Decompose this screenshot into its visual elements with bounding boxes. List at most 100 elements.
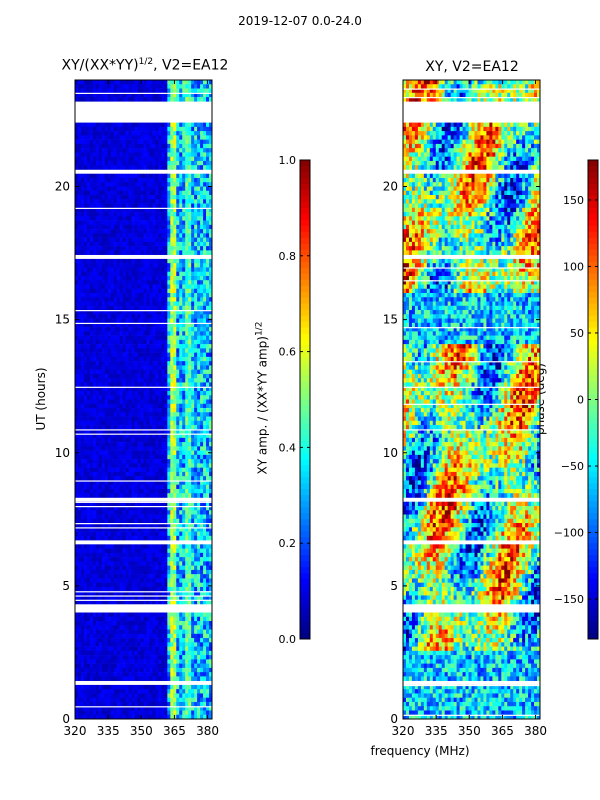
heatmap-cell (77, 514, 82, 520)
heatmap-cell (98, 484, 103, 490)
heatmap-cell (203, 403, 207, 409)
heatmap-cell (116, 284, 121, 290)
heatmap-cell (176, 382, 180, 388)
heatmap-cell (104, 352, 109, 358)
heatmap-cell (83, 408, 88, 413)
heatmap-cell (143, 263, 147, 268)
heatmap-cell (182, 544, 186, 549)
heatmap-cell (185, 548, 189, 554)
heatmap-cell (122, 420, 127, 426)
heatmap-cell (185, 80, 189, 85)
heatmap-cell (107, 156, 112, 162)
heatmap-cell (152, 263, 156, 268)
heatmap-cell (104, 552, 109, 558)
flagged-row (75, 527, 212, 529)
heatmap-cell (131, 365, 135, 370)
heatmap-cell (104, 442, 109, 447)
heatmap-cell (173, 293, 177, 298)
heatmap-cell (152, 190, 156, 196)
heatmap-cell (98, 531, 103, 537)
heatmap-cell (113, 544, 118, 549)
heatmap-cell (104, 143, 109, 149)
heatmap-cell (194, 442, 198, 447)
heatmap-cell (122, 527, 127, 532)
heatmap-cell (75, 241, 79, 247)
heatmap-cell (80, 156, 85, 162)
heatmap-cell (131, 442, 135, 447)
heatmap-cell (206, 361, 210, 366)
heatmap-cell (167, 143, 171, 149)
heatmap-cell (131, 246, 135, 251)
heatmap-cell (131, 177, 135, 183)
heatmap-cell (188, 131, 192, 136)
heatmap-cell (140, 527, 144, 532)
heatmap-cell (155, 557, 159, 562)
heatmap-cell (182, 514, 186, 520)
heatmap-cell (119, 152, 124, 157)
heatmap-cell (170, 348, 174, 353)
heatmap-cell (80, 561, 85, 566)
heatmap-cell (155, 229, 159, 234)
heatmap-cell (98, 186, 103, 192)
heatmap-cell (209, 361, 212, 366)
heatmap-cell (86, 186, 91, 192)
heatmap-cell (131, 152, 135, 157)
heatmap-cell (98, 250, 103, 255)
heatmap-cell (197, 250, 201, 255)
heatmap-cell (125, 92, 130, 98)
heatmap-cell (80, 173, 85, 179)
heatmap-cell (206, 544, 210, 549)
heatmap-cell (128, 454, 132, 460)
heatmap-cell (200, 399, 204, 405)
heatmap-cell (173, 433, 177, 439)
heatmap-cell (122, 433, 127, 439)
heatmap-cell (173, 574, 177, 579)
heatmap-cell (128, 510, 132, 515)
heatmap-cell (128, 395, 132, 400)
heatmap-cell (122, 493, 127, 498)
heatmap-cell (77, 173, 82, 179)
heatmap-cell (179, 446, 183, 451)
heatmap-cell (164, 412, 168, 417)
heatmap-cell (188, 531, 192, 537)
heatmap-cell (167, 207, 171, 213)
heatmap-cell (86, 386, 91, 392)
heatmap-cell (113, 327, 118, 332)
heatmap-cell (86, 246, 91, 251)
heatmap-cell (98, 258, 103, 264)
heatmap-cell (203, 131, 207, 136)
heatmap-cell (107, 186, 112, 192)
heatmap-cell (173, 152, 177, 157)
heatmap-cell (75, 454, 79, 460)
heatmap-cell (203, 148, 207, 153)
heatmap-cell (149, 177, 153, 183)
heatmap-cell (86, 348, 91, 353)
heatmap-cell (80, 177, 85, 183)
heatmap-cell (194, 531, 198, 537)
heatmap-cell (176, 241, 180, 247)
heatmap-cell (131, 143, 135, 149)
heatmap-cell (197, 408, 201, 413)
heatmap-cell (152, 241, 156, 247)
heatmap-cell (155, 131, 159, 136)
heatmap-cell (98, 420, 103, 426)
heatmap-cell (206, 135, 210, 140)
heatmap-cell (173, 531, 177, 537)
heatmap-cell (149, 531, 153, 537)
heatmap-cell (176, 237, 180, 243)
heatmap-cell (161, 310, 165, 315)
heatmap-cell (131, 288, 135, 294)
heatmap-cell (134, 344, 138, 349)
heatmap-cell (185, 399, 189, 405)
heatmap-cell (119, 437, 124, 443)
heatmap-cell (197, 395, 201, 400)
heatmap-cell (155, 160, 159, 166)
heatmap-cell (104, 284, 109, 290)
heatmap-cell (170, 250, 174, 255)
heatmap-cell (155, 565, 159, 571)
heatmap-cell (188, 318, 192, 324)
heatmap-cell (75, 471, 79, 477)
heatmap-cell (122, 263, 127, 268)
heatmap-cell (128, 160, 132, 166)
heatmap-cell (206, 382, 210, 388)
